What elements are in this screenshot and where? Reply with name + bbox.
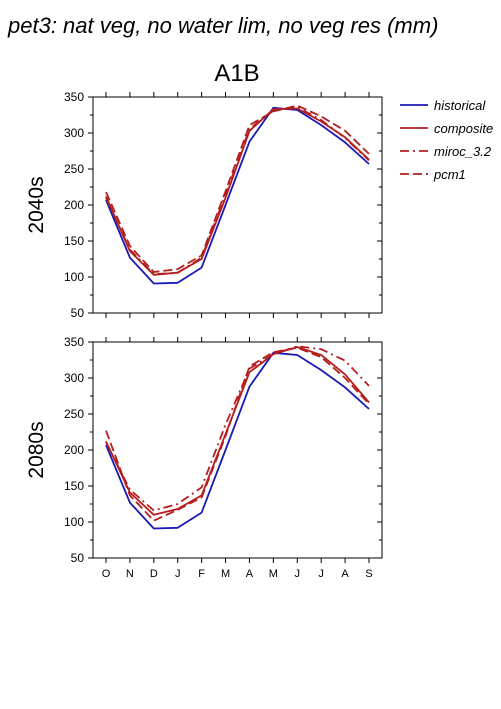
legend-item: historical <box>400 98 486 113</box>
y-tick-label: 300 <box>64 126 84 140</box>
figure-title: pet3: nat veg, no water lim, no veg res … <box>7 13 438 38</box>
y-tick-label: 350 <box>64 90 84 104</box>
legend-label: composite <box>434 121 493 136</box>
series-line-miroc-3-2 <box>105 106 370 276</box>
series-line-historical <box>105 106 370 285</box>
x-tick-label: S <box>365 568 372 580</box>
panel-2: 50 100 150 200 250 300 350 O N D J F M A M J J A S 2080s <box>25 335 383 580</box>
x-tick-label: O <box>102 568 111 580</box>
y-axis-label: 2080s <box>25 421 48 478</box>
series-line-miroc-3-2 <box>105 345 370 512</box>
y-tick-label: 150 <box>64 479 84 493</box>
y-tick-label: 50 <box>71 551 85 565</box>
x-tick-label: J <box>175 568 181 580</box>
y-tick-label: 150 <box>64 234 84 248</box>
x-tick-label: N <box>126 568 134 580</box>
plot-frame <box>92 341 383 559</box>
legend-item: miroc_3.2 <box>400 144 492 159</box>
y-tick-label: 200 <box>64 198 84 212</box>
y-tick-label: 200 <box>64 443 84 457</box>
x-tick-label: A <box>246 568 254 580</box>
plot-panels: 50 100 150 200 250 300 350 2040s 50 100 150 200 250 3… <box>25 90 383 580</box>
y-axis-label: 2040s <box>25 176 48 233</box>
series-line-pcm1 <box>105 104 370 273</box>
x-tick-label: M <box>269 568 278 580</box>
x-tick-label: A <box>341 568 349 580</box>
x-tick-label: D <box>150 568 158 580</box>
x-tick-label: F <box>198 568 205 580</box>
x-tick-label: M <box>221 568 230 580</box>
series-line-pcm1 <box>105 346 370 522</box>
series-line-composite <box>105 107 370 276</box>
y-tick-label: 100 <box>64 270 84 284</box>
legend-label: miroc_3.2 <box>434 144 492 159</box>
legend: historical composite miroc_3.2 pcm1 <box>400 98 493 182</box>
series-line-composite <box>105 346 370 516</box>
y-tick-label: 250 <box>64 162 84 176</box>
x-tick-label: J <box>295 568 301 580</box>
series-line-historical <box>105 351 370 530</box>
y-tick-label: 50 <box>71 306 85 320</box>
legend-item: composite <box>400 121 493 136</box>
x-tick-label: J <box>318 568 324 580</box>
y-tick-label: 250 <box>64 407 84 421</box>
y-tick-label: 300 <box>64 371 84 385</box>
scenario-title: A1B <box>214 60 259 87</box>
legend-label: historical <box>434 98 486 113</box>
panel-1: 50 100 150 200 250 300 350 2040s <box>25 90 383 320</box>
plot-frame <box>92 96 383 314</box>
legend-item: pcm1 <box>400 167 466 182</box>
y-tick-label: 100 <box>64 515 84 529</box>
legend-label: pcm1 <box>433 167 466 182</box>
y-tick-label: 350 <box>64 335 84 349</box>
